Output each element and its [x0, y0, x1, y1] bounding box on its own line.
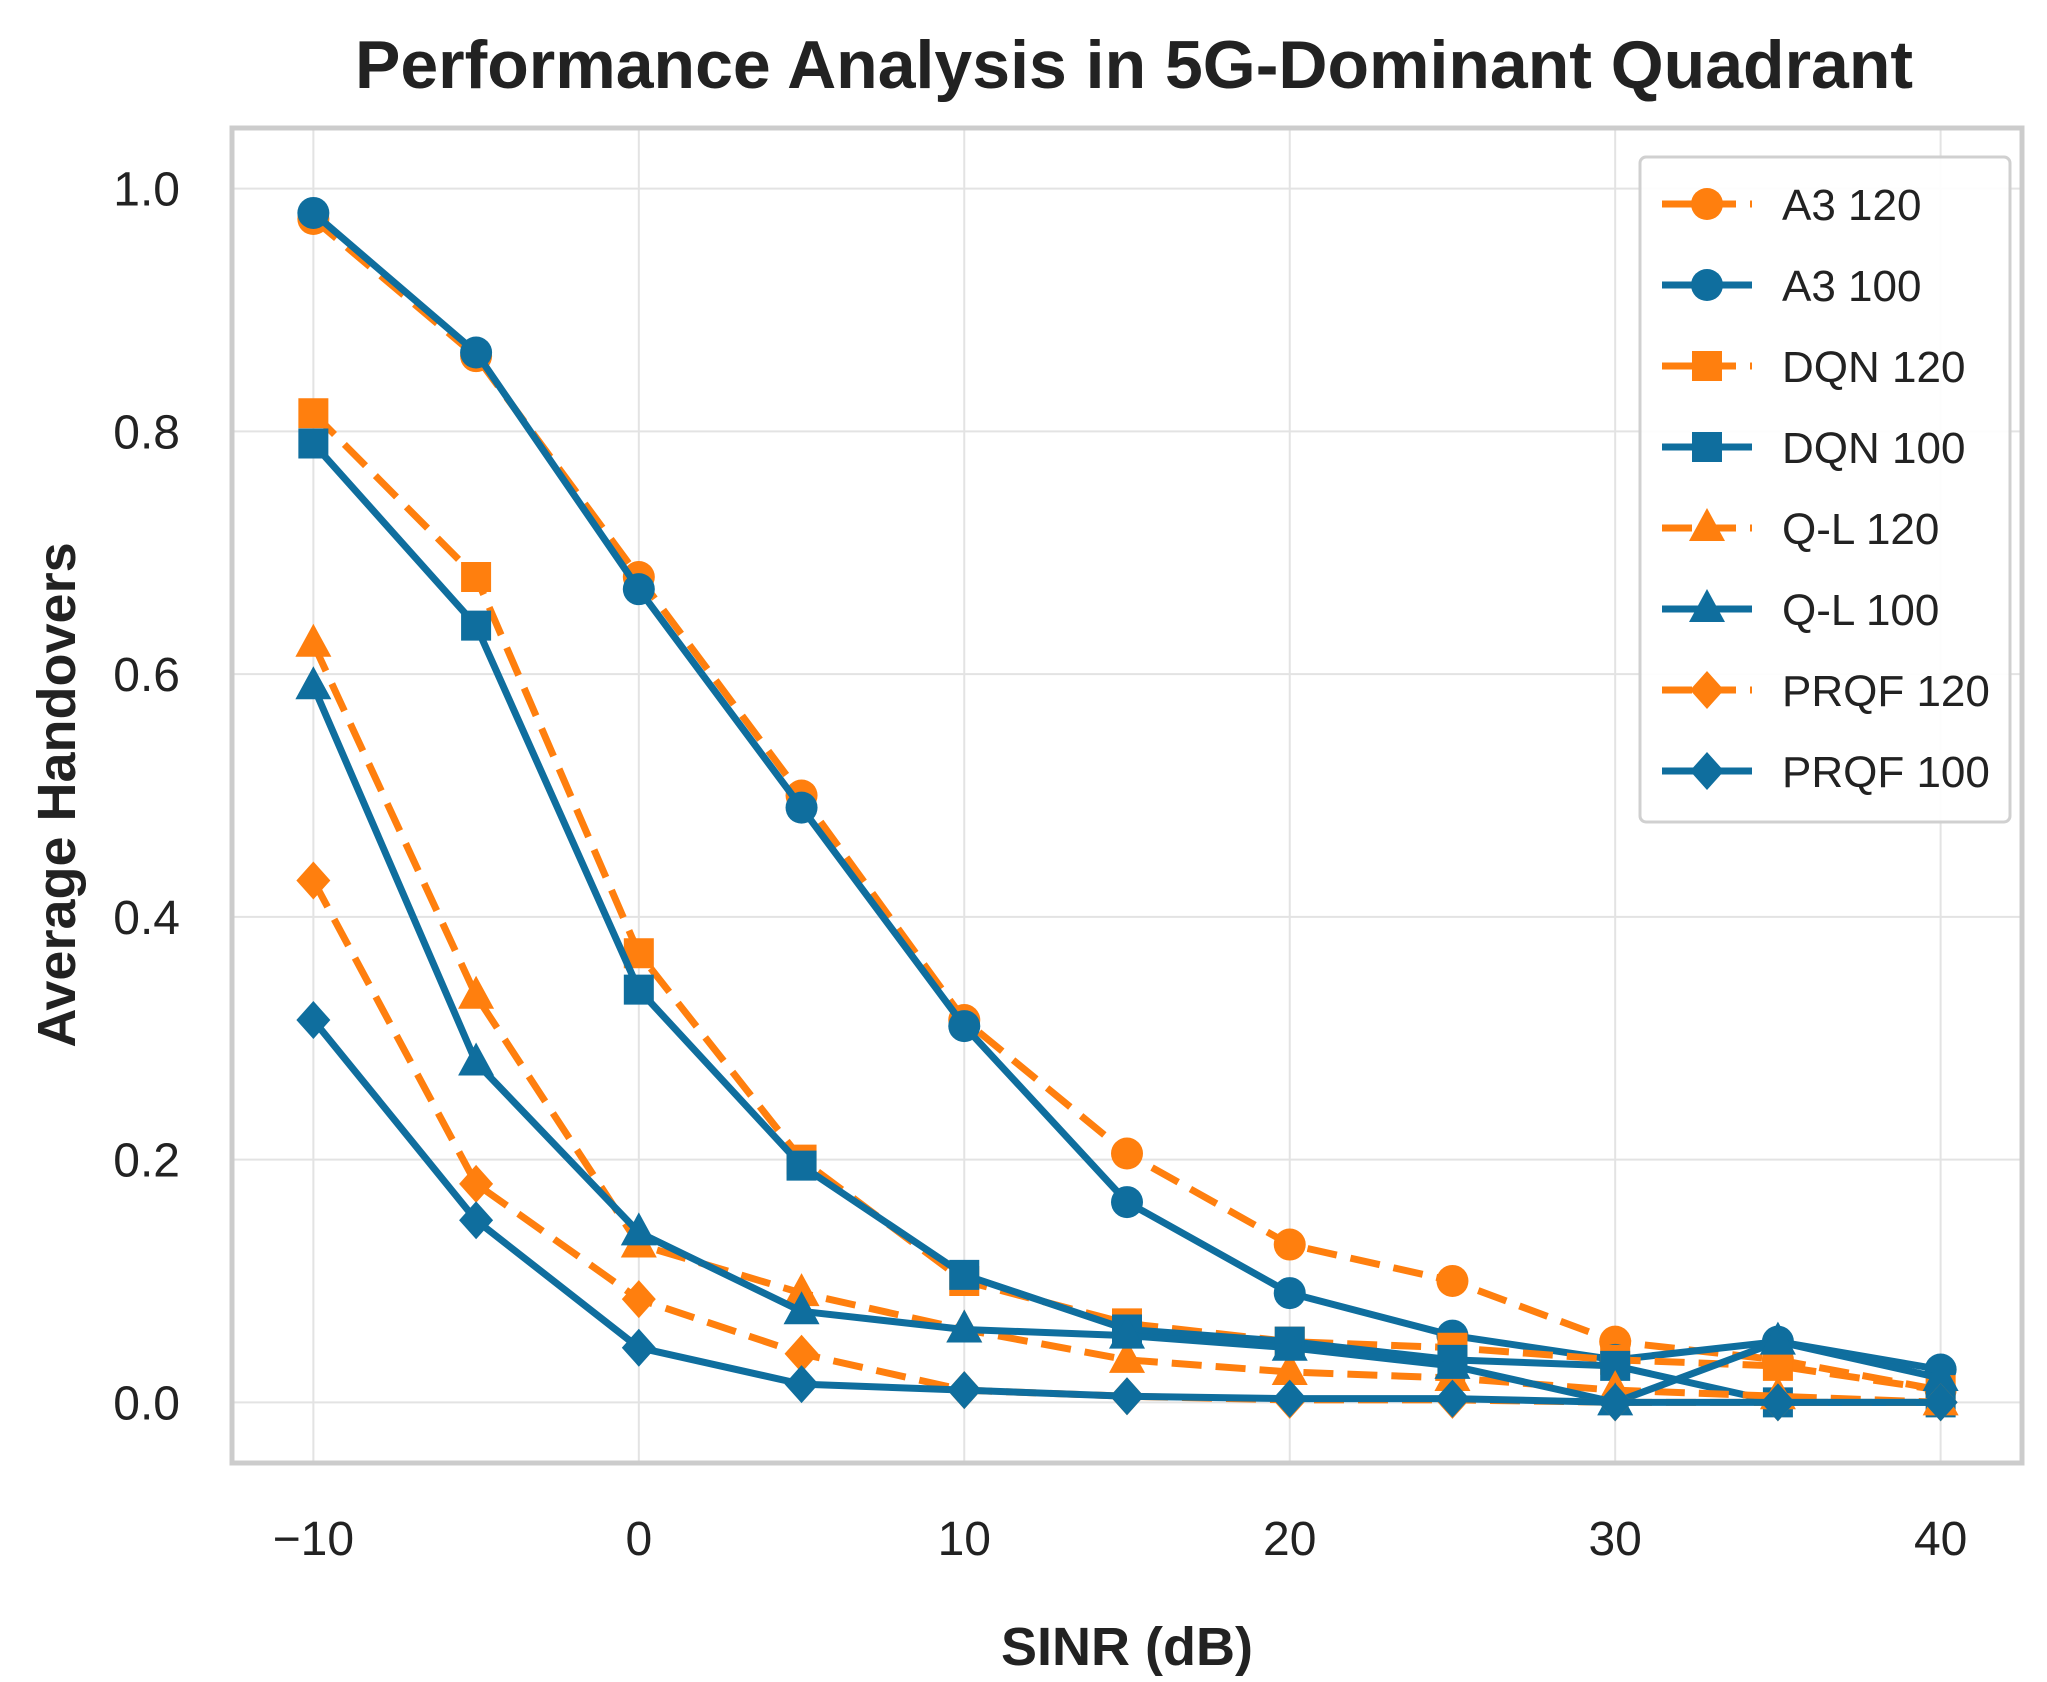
y-tick-label: 1.0 [113, 164, 180, 217]
data-point [1273, 1277, 1306, 1310]
data-point [947, 1371, 982, 1410]
data-point [785, 791, 818, 824]
y-tick-label: 0.2 [113, 1135, 180, 1188]
x-tick-label: 20 [1263, 1513, 1316, 1566]
x-tick-labels: −10 0 10 20 30 40 [273, 1513, 1968, 1566]
x-axis-label: SINR (dB) [1001, 1617, 1253, 1677]
data-point [1598, 1383, 1633, 1422]
chart-title: Performance Analysis in 5G-Dominant Quad… [355, 27, 1913, 103]
legend: A3 120 A3 100 DQN 120 DQN 100 Q-L 120 Q-L 100… [1638, 155, 2012, 824]
data-point [1111, 1186, 1143, 1219]
legend-entry-a3-100: A3 100 [1662, 262, 1921, 311]
legend-marker [1689, 589, 1725, 622]
data-point [623, 938, 654, 969]
legend-entry-prqf-120: PRQF 120 [1662, 667, 1990, 716]
data-point [461, 610, 492, 641]
data-point [461, 562, 492, 593]
series-line [310, 410, 1942, 1394]
data-point [1273, 1228, 1306, 1261]
data-point [623, 974, 654, 1005]
data-point [1272, 1379, 1307, 1418]
legend-label: DQN 120 [1782, 343, 1965, 392]
data-point [297, 196, 330, 229]
series-prqf-100 [296, 1001, 1958, 1422]
legend-label: DQN 100 [1782, 424, 1965, 473]
legend-label: PRQF 120 [1782, 667, 1990, 716]
legend-entry-q-l-100: Q-L 100 [1662, 586, 1939, 635]
legend-marker [1692, 432, 1722, 462]
legend-marker [1691, 269, 1723, 301]
data-point [296, 861, 331, 900]
y-tick-label: 0.8 [113, 406, 180, 459]
data-point [621, 1280, 656, 1319]
legend-label: Q-L 120 [1782, 505, 1939, 554]
data-point [949, 1259, 980, 1290]
x-tick-label: 0 [625, 1513, 652, 1566]
data-point [459, 1201, 494, 1240]
data-point [784, 1334, 819, 1373]
data-point [783, 1291, 820, 1325]
data-point [1760, 1383, 1795, 1422]
data-point [1435, 1379, 1470, 1418]
data-point [298, 398, 329, 429]
y-tick-label: 0.6 [113, 649, 180, 702]
data-point [1111, 1137, 1143, 1170]
legend-entry-dqn-100: DQN 100 [1662, 424, 1965, 473]
x-tick-label: 30 [1588, 1513, 1641, 1566]
data-point [295, 623, 332, 657]
legend-label: PRQF 100 [1782, 748, 1990, 797]
data-point [1923, 1383, 1958, 1422]
data-point [460, 336, 493, 369]
data-point [1600, 1350, 1631, 1381]
data-point [1759, 1321, 1796, 1355]
legend-marker [1689, 508, 1725, 541]
data-point [1922, 1358, 1959, 1392]
legend-marker [1690, 752, 1724, 790]
legend-entry-q-l-120: Q-L 120 [1662, 505, 1939, 554]
data-point [786, 1150, 817, 1181]
data-point [783, 1273, 820, 1307]
data-point [1110, 1377, 1144, 1416]
data-point [295, 666, 332, 700]
legend-entry-a3-120: A3 120 [1662, 181, 1921, 230]
y-tick-label: 0.4 [113, 892, 180, 945]
legend-label: A3 100 [1782, 262, 1921, 311]
data-point [1271, 1327, 1308, 1361]
y-axis-label: Average Handovers [27, 542, 87, 1047]
data-point [620, 1212, 657, 1246]
legend-label: A3 120 [1782, 181, 1921, 230]
data-point [1109, 1315, 1145, 1349]
data-point [458, 1042, 495, 1076]
x-tick-label: 40 [1914, 1513, 1967, 1566]
legend-label: Q-L 100 [1782, 586, 1939, 635]
data-point [1762, 1350, 1793, 1381]
data-point [621, 1328, 656, 1367]
data-point [1271, 1351, 1308, 1385]
x-tick-label: −10 [273, 1513, 354, 1566]
data-point [784, 1365, 819, 1404]
x-tick-label: 10 [938, 1513, 991, 1566]
data-point [298, 428, 329, 459]
series-layer [295, 196, 1959, 1422]
legend-marker [1691, 188, 1723, 220]
legend-marker [1690, 671, 1724, 709]
y-tick-labels: 0.0 0.2 0.4 0.6 0.8 1.0 [113, 164, 180, 1431]
data-point [1436, 1264, 1469, 1297]
data-point [622, 573, 655, 606]
data-point [946, 1309, 983, 1343]
legend-box [1638, 155, 2012, 824]
data-point [1109, 1339, 1145, 1373]
data-point [296, 1001, 331, 1040]
series-line [310, 642, 1941, 1406]
y-tick-label: 0.0 [113, 1377, 180, 1430]
legend-marker [1692, 351, 1722, 381]
data-point [459, 1164, 494, 1203]
legend-entry-dqn-120: DQN 120 [1662, 343, 1965, 392]
data-point [1434, 1345, 1471, 1379]
data-point [948, 1010, 981, 1043]
legend-entry-prqf-100: PRQF 100 [1662, 748, 1990, 797]
data-point [458, 975, 495, 1009]
plot-frame [229, 125, 2025, 1466]
